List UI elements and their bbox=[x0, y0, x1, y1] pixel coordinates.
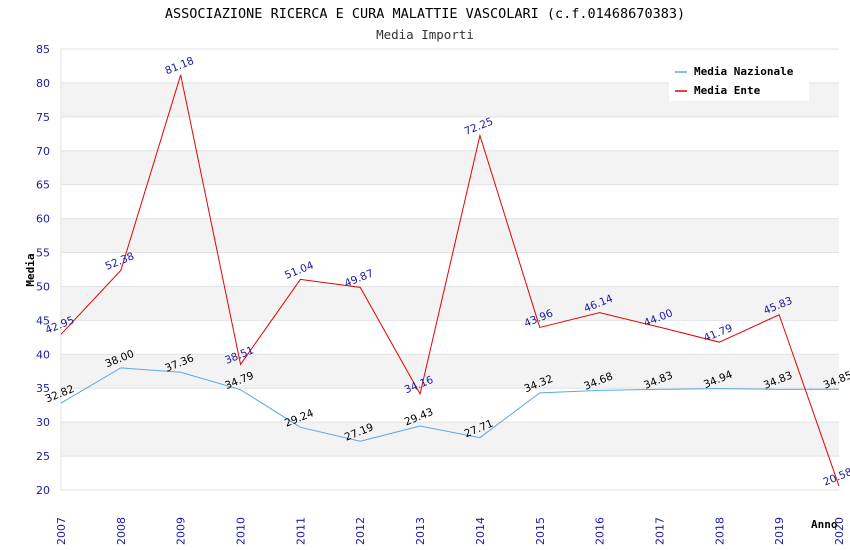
grid-band bbox=[61, 218, 839, 253]
data-label: 20.58 bbox=[822, 466, 850, 488]
legend-label-nazionale: Media Nazionale bbox=[694, 65, 794, 78]
background-bands bbox=[61, 82, 839, 457]
x-tick-label: 2016 bbox=[594, 517, 607, 545]
y-axis-label: Media bbox=[24, 253, 37, 286]
x-tick-label: 2015 bbox=[534, 517, 547, 545]
chart-subtitle: Media Importi bbox=[376, 27, 474, 42]
y-tick-label: 20 bbox=[36, 484, 50, 497]
y-tick-label: 85 bbox=[36, 43, 50, 56]
legend-label-ente: Media Ente bbox=[694, 84, 761, 97]
x-tick-label: 2013 bbox=[414, 517, 427, 545]
grid-band bbox=[61, 354, 839, 389]
x-tick-label: 2020 bbox=[833, 517, 846, 545]
y-tick-label: 55 bbox=[36, 247, 50, 260]
y-tick-label: 75 bbox=[36, 111, 50, 124]
x-tick-label: 2012 bbox=[354, 517, 367, 545]
x-tick-label: 2014 bbox=[474, 517, 487, 545]
legend: Media Nazionale Media Ente bbox=[669, 60, 809, 101]
grid-band bbox=[61, 286, 839, 321]
y-tick-label: 50 bbox=[36, 280, 50, 293]
x-tick-label: 2019 bbox=[773, 517, 786, 545]
data-label: 51.04 bbox=[283, 259, 316, 282]
x-tick-label: 2009 bbox=[175, 517, 188, 545]
grid-band bbox=[61, 422, 839, 457]
y-tick-label: 65 bbox=[36, 179, 50, 192]
x-tick-label: 2010 bbox=[235, 517, 248, 545]
x-axis-label: Anno bbox=[811, 518, 838, 531]
grid-band bbox=[61, 150, 839, 185]
y-axis-ticks: 20 25 30 35 40 45 50 55 60 65 70 75 80 85 bbox=[36, 43, 50, 497]
y-tick-label: 60 bbox=[36, 213, 50, 226]
data-label: 52.38 bbox=[104, 250, 136, 272]
y-tick-label: 40 bbox=[36, 348, 50, 361]
y-tick-label: 45 bbox=[36, 314, 50, 327]
y-tick-label: 35 bbox=[36, 382, 50, 395]
y-tick-label: 80 bbox=[36, 77, 50, 90]
x-tick-label: 2018 bbox=[713, 517, 726, 545]
grid-lines bbox=[60, 48, 839, 491]
chart-title: ASSOCIAZIONE RICERCA E CURA MALATTIE VAS… bbox=[165, 6, 685, 22]
series-line-ente bbox=[60, 74, 840, 487]
data-label: 81.18 bbox=[163, 55, 195, 77]
data-label: 41.79 bbox=[702, 322, 734, 344]
y-tick-label: 30 bbox=[36, 416, 50, 429]
x-tick-label: 2008 bbox=[115, 517, 128, 545]
data-label: 72.25 bbox=[463, 116, 495, 138]
series-line-nazionale bbox=[60, 367, 840, 442]
x-tick-label: 2007 bbox=[55, 517, 68, 545]
x-tick-label: 2017 bbox=[653, 517, 666, 545]
y-tick-label: 70 bbox=[36, 145, 50, 158]
x-tick-label: 2011 bbox=[294, 517, 307, 545]
legend-box bbox=[669, 60, 809, 101]
y-tick-label: 25 bbox=[36, 450, 50, 463]
x-axis-ticks: 2007 2008 2009 2010 2011 2012 2013 2014 2015 2016… bbox=[55, 517, 846, 545]
